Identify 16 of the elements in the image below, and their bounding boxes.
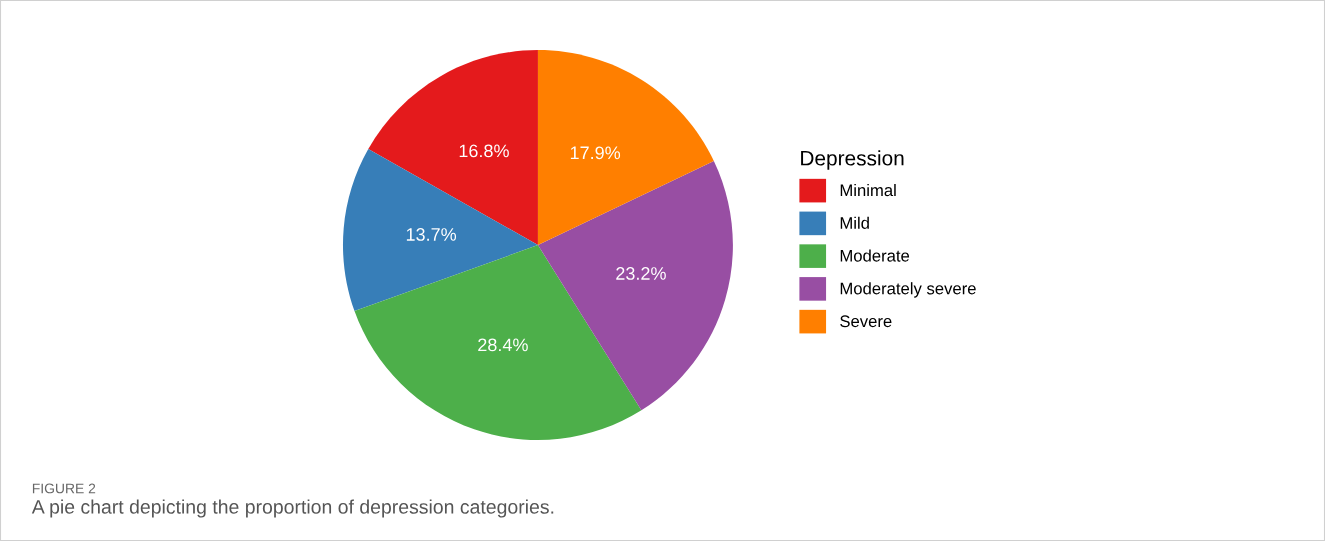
pie-slice	[537, 160, 733, 411]
legend-title: Depression	[801, 150, 904, 170]
legend-label: Moderately severe	[840, 282, 976, 298]
legend-label: Mild	[840, 216, 869, 229]
text: A pie chart depicting the proportion of depression categories.	[31, 499, 554, 518]
legend-label: Minimal	[840, 183, 896, 197]
data-label: 23.2%	[616, 267, 666, 280]
data-label: 13.7%	[406, 228, 457, 241]
pie-slice	[537, 50, 714, 246]
legend-label: Moderate	[840, 249, 910, 262]
caption: FIGURE 2	[32, 483, 96, 494]
data-label: 28.4%	[478, 338, 528, 352]
data-label: 16.8%	[459, 144, 509, 158]
pie-slice	[368, 50, 538, 246]
data-label: 17.9%	[570, 146, 621, 160]
legend-label: Severe	[840, 315, 892, 328]
